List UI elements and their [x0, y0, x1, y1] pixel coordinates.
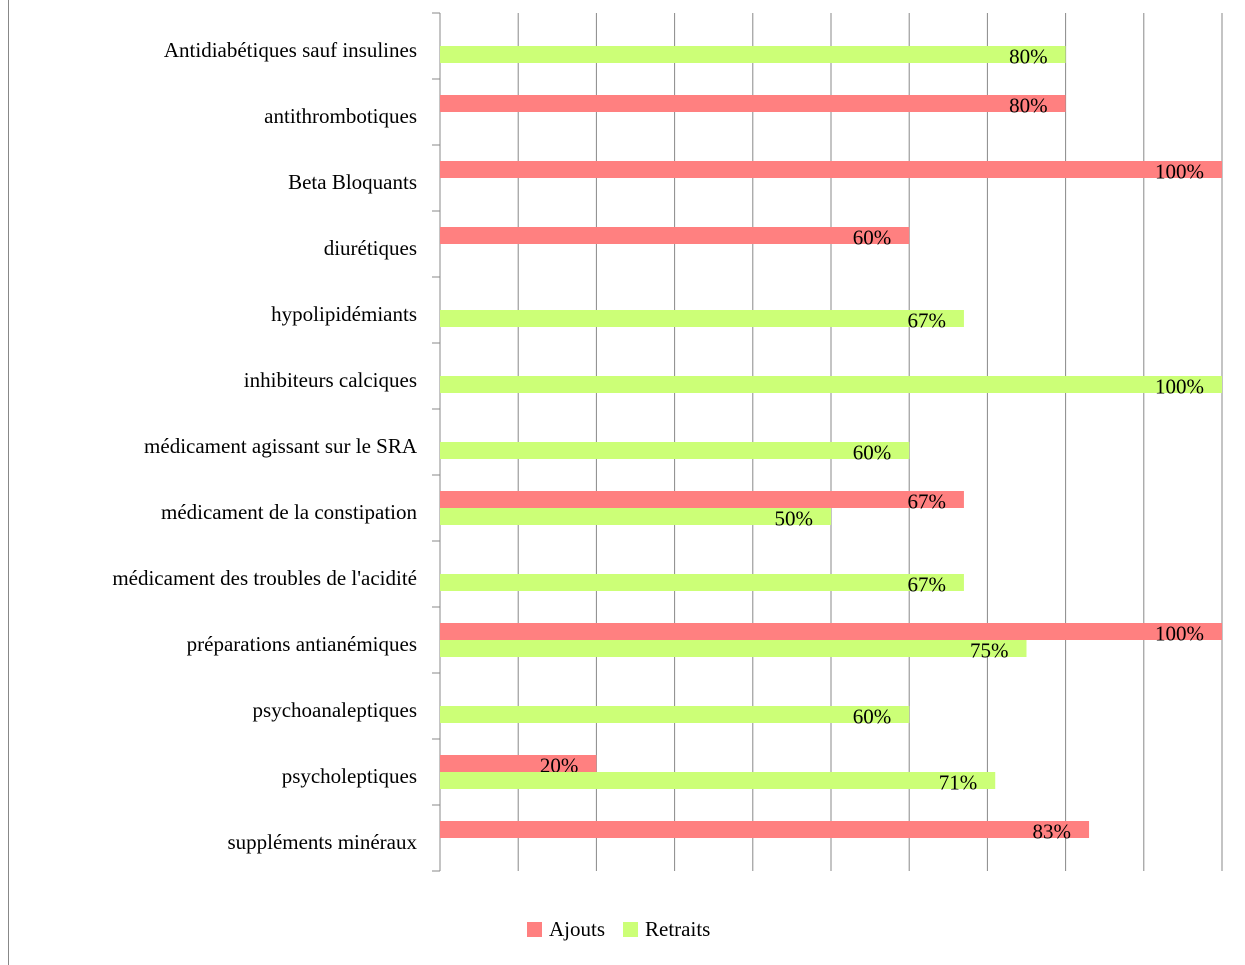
- bar: [440, 821, 1090, 838]
- data-label: 67%: [907, 572, 946, 596]
- y-tick-label: médicament des troubles de l'acidité: [112, 566, 417, 590]
- data-label: 100%: [1155, 159, 1204, 183]
- bar: [440, 95, 1066, 112]
- bar: [440, 227, 910, 244]
- data-label: 50%: [775, 506, 814, 530]
- y-tick-label: médicament de la constipation: [161, 500, 417, 524]
- data-label: 67%: [907, 489, 946, 513]
- y-tick-label: Beta Bloquants: [288, 170, 417, 194]
- legend-swatch: [623, 922, 639, 937]
- bar: [440, 491, 964, 508]
- y-tick-label: psycholeptiques: [282, 764, 417, 788]
- legend-swatch: [527, 922, 542, 937]
- y-tick-label: préparations antianémiques: [187, 632, 417, 656]
- bar: [440, 508, 831, 525]
- y-tick-label: Antidiabétiques sauf insulines: [164, 38, 417, 62]
- data-label: 80%: [1009, 44, 1048, 68]
- bar: [440, 46, 1066, 63]
- y-tick-label: hypolipidémiants: [271, 302, 417, 326]
- legend-label: Retraits: [645, 917, 710, 941]
- bar: [440, 640, 1027, 657]
- data-label: 75%: [970, 638, 1009, 662]
- data-label: 60%: [853, 704, 892, 728]
- y-tick-label: diurétiques: [324, 236, 417, 260]
- bar: [440, 623, 1222, 640]
- data-label: 67%: [907, 308, 946, 332]
- data-label: 80%: [1009, 93, 1048, 117]
- y-tick-label: antithrombotiques: [264, 104, 417, 128]
- data-label: 60%: [853, 440, 892, 464]
- data-label: 60%: [853, 225, 892, 249]
- y-tick-label: suppléments minéraux: [227, 830, 417, 854]
- bar: [440, 376, 1222, 393]
- y-tick-label: psychoanaleptiques: [253, 698, 417, 722]
- data-label: 100%: [1155, 374, 1204, 398]
- bar: [440, 755, 597, 772]
- bar: [440, 706, 910, 723]
- data-label: 83%: [1033, 819, 1072, 843]
- bar: [440, 310, 964, 327]
- bar: [440, 442, 910, 459]
- data-label: 100%: [1155, 621, 1204, 645]
- legend-label: Ajouts: [549, 917, 605, 941]
- y-tick-label: médicament agissant sur le SRA: [144, 434, 418, 458]
- bar: [440, 161, 1222, 178]
- bar: [440, 574, 964, 591]
- bar: [440, 772, 996, 789]
- y-tick-label: inhibiteurs calciques: [244, 368, 417, 392]
- data-label: 71%: [939, 770, 978, 794]
